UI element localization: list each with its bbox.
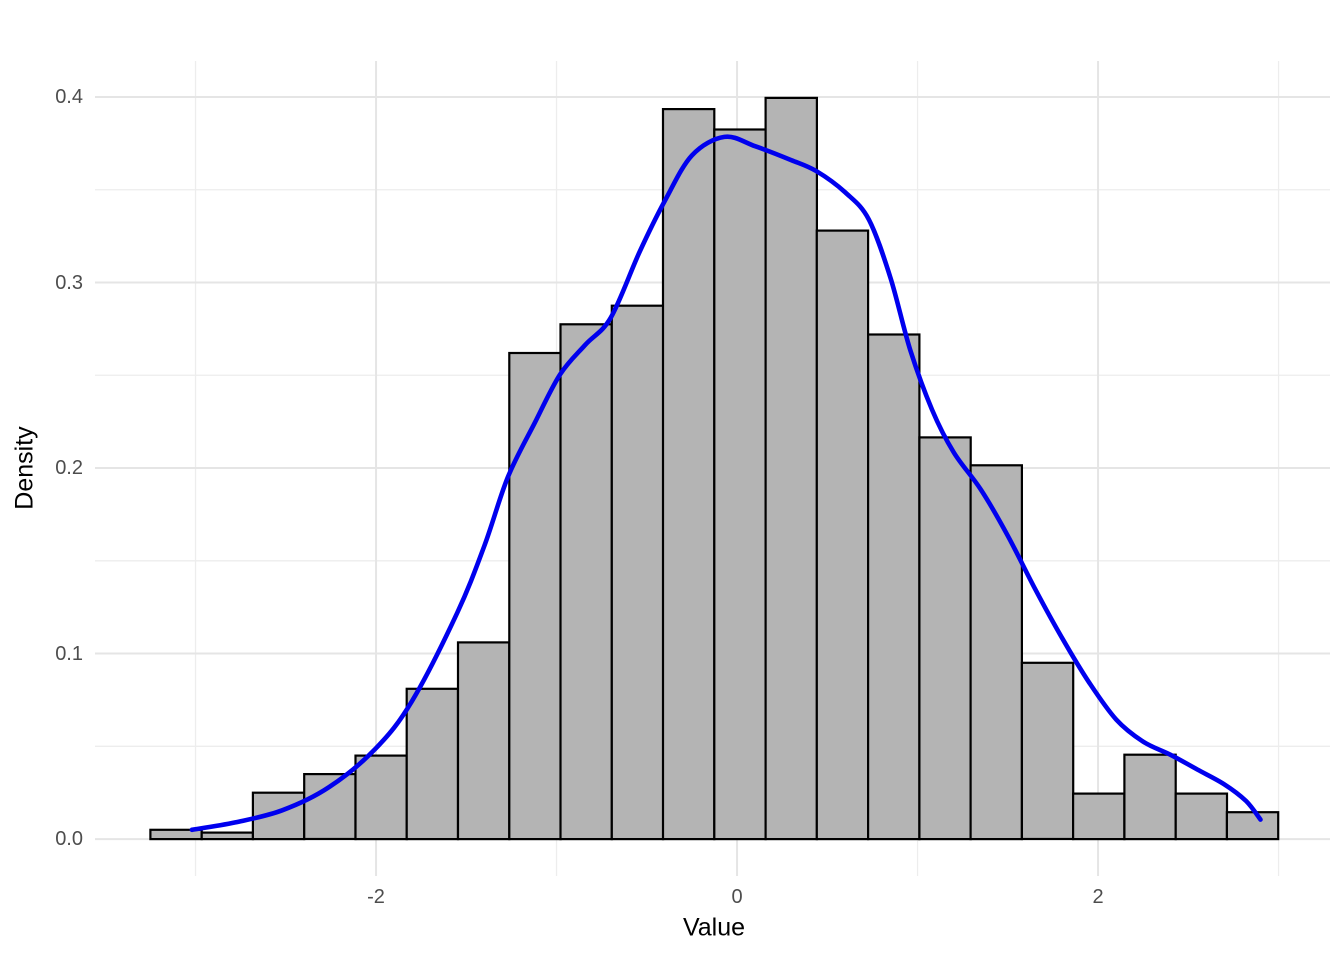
histogram-bar [969, 464, 1023, 841]
x-axis-title: Value [682, 913, 746, 942]
y-tick-label: 0.4 [55, 85, 83, 108]
histogram-bar [815, 229, 870, 841]
x-tick-label: -2 [367, 886, 385, 908]
histogram-bar [661, 107, 716, 841]
y-tick-label: 0.3 [55, 271, 83, 294]
y-tick-label: 0.0 [55, 828, 83, 851]
y-tick-label: 0.1 [55, 642, 83, 665]
histogram-bar [1020, 661, 1075, 841]
histogram-bar [918, 436, 972, 841]
histogram-bar [405, 687, 460, 841]
histogram-bars [149, 96, 1280, 841]
x-tick-label: 0 [731, 886, 743, 908]
histogram-bar [354, 754, 408, 841]
histogram-bar [200, 831, 255, 841]
histogram-bar [764, 96, 818, 841]
histogram-bar [303, 772, 357, 841]
histogram-bar [1174, 792, 1229, 841]
x-tick-label: 2 [1092, 886, 1104, 908]
histogram-bar [713, 128, 767, 841]
histogram-bar [610, 304, 665, 841]
histogram-bar [1071, 792, 1126, 841]
histogram-bar [559, 323, 613, 841]
histogram-bar [508, 351, 562, 841]
y-tick-label: 0.2 [55, 457, 83, 480]
histogram-bar [1225, 811, 1280, 841]
histogram-bar [1123, 753, 1177, 841]
histogram-bar [456, 641, 511, 841]
density-curve [189, 134, 1263, 833]
histogram-bar [866, 333, 921, 841]
